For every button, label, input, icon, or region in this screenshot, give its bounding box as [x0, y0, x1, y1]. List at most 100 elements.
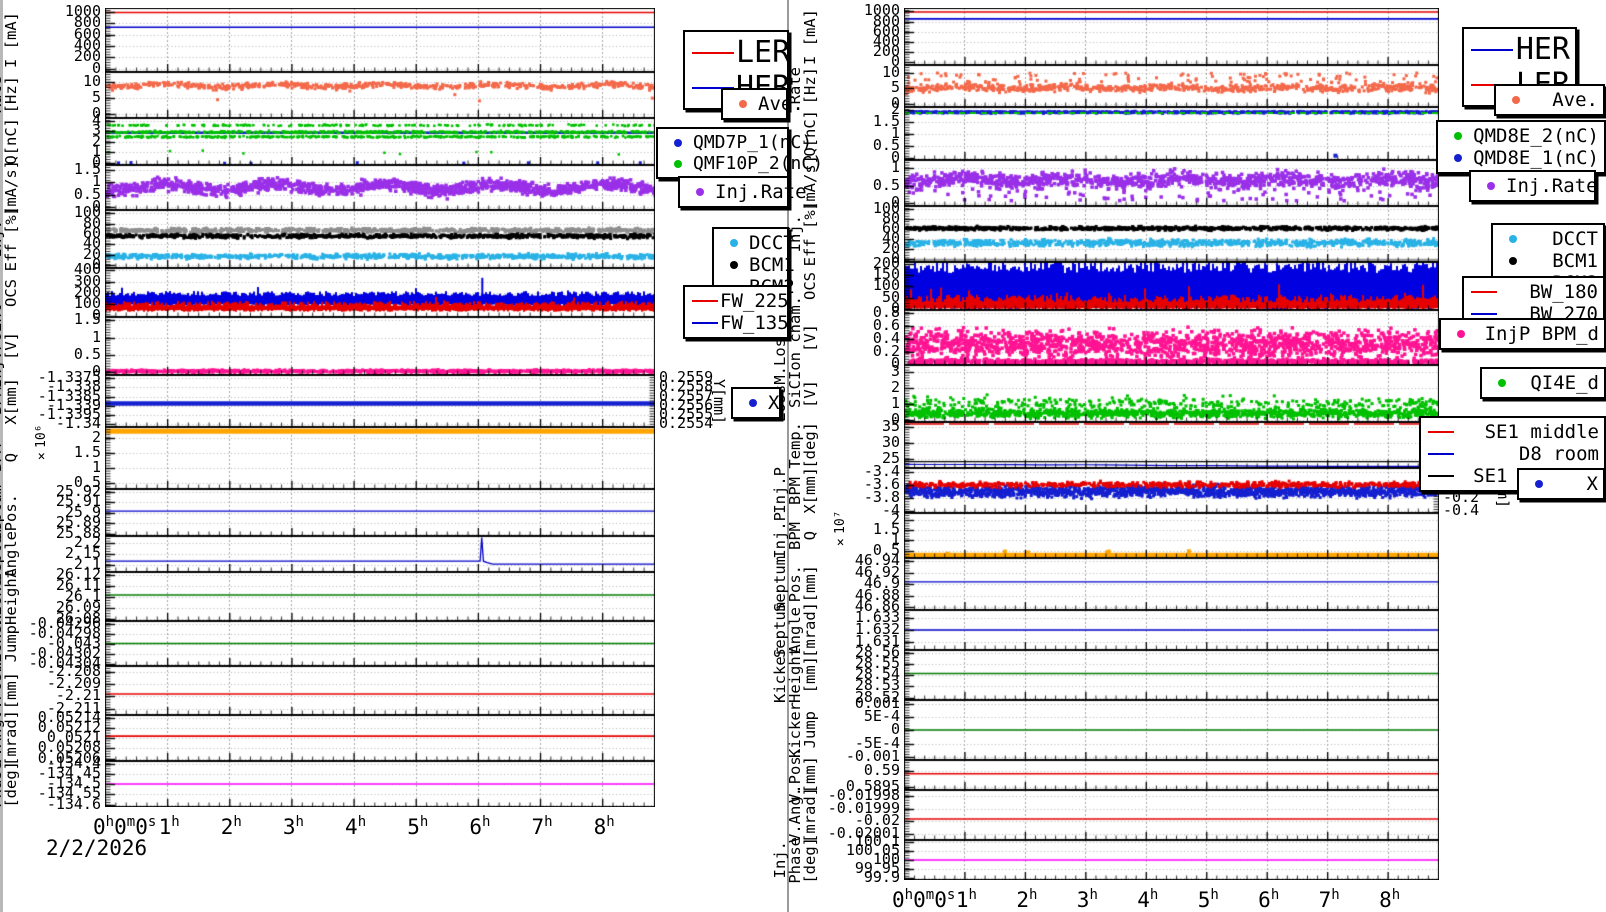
y-tick: 10: [881, 62, 900, 81]
y-tick-right: -0.4: [1443, 500, 1480, 519]
y-tick: 100: [872, 199, 900, 218]
y-tick-right: 0.2556: [659, 395, 714, 414]
x-tick: 7h: [1318, 887, 1340, 912]
y-tick: 40: [881, 229, 900, 248]
legend-loss-ion: InjP BPM_d: [1439, 318, 1606, 350]
y-tick: 2.1: [73, 554, 101, 573]
left-i-current-plot[interactable]: [105, 8, 655, 72]
y-tick: -1.338: [46, 377, 101, 396]
y-tick: 26.08: [55, 608, 101, 627]
left-inj-rate-plot[interactable]: [105, 165, 655, 210]
legend-inj-rate: Inj.Rate: [1469, 170, 1598, 202]
left-rep-rate-plot[interactable]: [105, 72, 655, 118]
legend-rep-rate: Ave.: [721, 88, 804, 120]
y-tick: 2: [890, 377, 900, 396]
y-tick: 60: [82, 224, 101, 243]
y-tick: 3: [91, 121, 101, 140]
legend-row: DCCT: [1498, 228, 1598, 250]
legend-marker-dot-icon: [1487, 379, 1517, 387]
y-tick: 1: [91, 457, 101, 476]
panel-divider: [787, 0, 789, 912]
y-tick: 0.6: [872, 315, 900, 334]
right-kicker-height-plot[interactable]: [904, 650, 1439, 700]
y-tick: 400: [872, 31, 900, 50]
y-tick: -0.043: [46, 633, 101, 652]
right-charge-plot[interactable]: [904, 107, 1439, 160]
left-charge-plot[interactable]: [105, 118, 655, 165]
legend-label: Inj.Rate: [1506, 175, 1598, 197]
right-phase-plot[interactable]: [904, 840, 1439, 880]
y-tick: 20: [82, 244, 101, 263]
right-i-current-plot[interactable]: [904, 8, 1439, 65]
left-septum-pos-plot[interactable]: [105, 489, 655, 536]
x-tick: 8h: [593, 814, 615, 839]
left-inj-eff-plot[interactable]: [105, 210, 655, 268]
y-tick: 35: [881, 416, 900, 435]
y-tick: 5: [890, 78, 900, 97]
y-tick: 4: [91, 110, 101, 129]
left-ocs-plot[interactable]: [105, 268, 655, 317]
y-tick: 25.88: [55, 523, 101, 542]
legend-marker-line-icon: [1426, 475, 1456, 477]
right-loss-ion-plot[interactable]: [904, 310, 1439, 365]
y-tick: 5E-4: [863, 706, 900, 725]
y-tick: 46.9: [863, 574, 900, 593]
y-tick: 0.2: [872, 341, 900, 360]
y-tick-right: 0.2555: [659, 405, 714, 424]
legend-label: QMF10P_2(nC): [693, 153, 824, 174]
right-temp-plot[interactable]: [904, 422, 1439, 468]
y-tick: 28.53: [854, 676, 900, 695]
axis-label-kicker-height: Kicker Height [mm]: [746, 647, 819, 703]
y-tick: 0.5: [73, 344, 101, 363]
left-bpm-q-plot[interactable]: [105, 427, 655, 489]
legend-label: X: [768, 392, 780, 414]
right-inj-eff-plot[interactable]: [904, 206, 1439, 262]
y-tick: -134.45: [37, 763, 101, 782]
x-tick: 1h: [955, 887, 977, 912]
y-tick: -0.04298: [28, 623, 101, 642]
y-tick: 0: [890, 409, 900, 428]
left-septum-angle-plot[interactable]: [105, 536, 655, 572]
left-v-pos-plot[interactable]: [105, 666, 655, 715]
y-tick: 0.05214: [37, 707, 101, 726]
y-tick: -2.208: [46, 661, 101, 680]
legend-bpm-x: X: [1517, 468, 1605, 500]
y-tick: 25.91: [55, 492, 101, 511]
right-kicker-jump-plot[interactable]: [904, 700, 1439, 760]
left-phase-plot[interactable]: [105, 761, 655, 807]
left-kicker-height-plot[interactable]: [105, 572, 655, 621]
legend-inj-rate: Inj.Rate: [678, 176, 807, 208]
legend-ocs: FW_225 FW_135: [683, 285, 789, 339]
right-v-pos-plot[interactable]: [904, 760, 1439, 790]
legend-loss-sic: QI4E_d: [1480, 367, 1606, 399]
left-bpm-x-plot[interactable]: [105, 375, 655, 427]
left-loss-inj-plot[interactable]: [105, 317, 655, 375]
y-tick: 28.52: [854, 687, 900, 706]
legend-bpm-x: X: [731, 387, 781, 419]
right-septum-pos-plot[interactable]: [904, 558, 1439, 610]
y-tick: 46.92: [854, 562, 900, 581]
right-septum-angle-plot[interactable]: [904, 610, 1439, 650]
y-tick-right: 0.2554: [659, 414, 714, 433]
right-bpm-x-plot[interactable]: [904, 468, 1439, 513]
y-tick: 0.001: [854, 693, 900, 712]
legend-row: InjP BPM_d: [1446, 323, 1599, 345]
right-loss-sic-plot[interactable]: [904, 365, 1439, 422]
left-kicker-jump-plot[interactable]: [105, 621, 655, 666]
right-rep-rate-plot[interactable]: [904, 65, 1439, 107]
y-tick: 300: [73, 271, 101, 290]
legend-marker-line-icon: [1469, 313, 1499, 315]
y-tick: 0: [890, 52, 900, 71]
right-v-ang-plot[interactable]: [904, 790, 1439, 840]
right-ocs-plot[interactable]: [904, 262, 1439, 310]
y-tick: -0.001: [845, 747, 900, 765]
y-tick: 600: [73, 24, 101, 43]
legend-label: FW_225: [720, 290, 789, 312]
y-tick: -2.211: [46, 698, 101, 717]
right-inj-rate-plot[interactable]: [904, 160, 1439, 206]
y-tick: -134.4: [46, 753, 101, 772]
left-v-ang-plot[interactable]: [105, 715, 655, 761]
legend-marker-line-icon: [1426, 431, 1456, 433]
right-bpm-q-plot[interactable]: [904, 513, 1439, 558]
legend-row: HER: [1469, 32, 1570, 67]
